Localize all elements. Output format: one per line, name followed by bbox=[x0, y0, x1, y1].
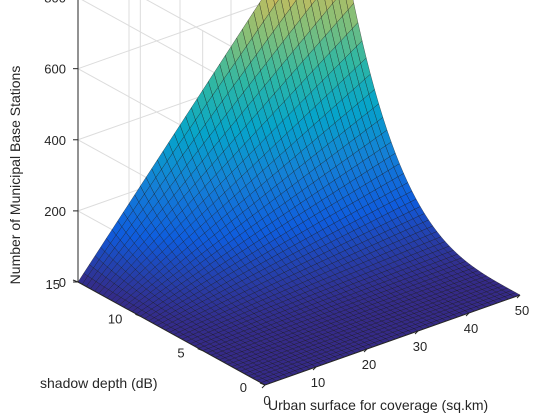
z-tick-label: 800 bbox=[44, 0, 66, 6]
x-tick bbox=[363, 348, 368, 353]
x-tick bbox=[465, 312, 470, 317]
y-axis-line bbox=[77, 281, 266, 386]
y-tick-label: 10 bbox=[108, 311, 122, 326]
z-axis-label: Number of Municipal Base Stations bbox=[7, 66, 23, 285]
x-tick bbox=[312, 366, 317, 371]
surface-plot bbox=[77, 0, 521, 386]
y-tick-label: 15 bbox=[46, 277, 60, 292]
y-tick bbox=[135, 313, 141, 317]
x-tick-label: 50 bbox=[515, 303, 529, 318]
y-tick-label: 5 bbox=[177, 346, 184, 361]
tick-labels: 010203040500510150200400600800 bbox=[44, 0, 529, 408]
y-tick bbox=[259, 382, 266, 386]
axes bbox=[72, 0, 521, 389]
grid-line-z bbox=[77, 0, 275, 70]
x-tick bbox=[261, 384, 266, 389]
x-tick-label: 20 bbox=[362, 357, 376, 372]
z-tick-label: 600 bbox=[44, 62, 66, 77]
x-tick-label: 0 bbox=[263, 393, 270, 408]
x-tick bbox=[516, 294, 521, 299]
z-tick-label: 400 bbox=[44, 133, 66, 148]
y-tick bbox=[197, 348, 203, 352]
y-tick-label: 0 bbox=[240, 380, 247, 395]
x-tick-label: 30 bbox=[413, 339, 427, 354]
axis-labels: Number of Municipal Base Stations shadow… bbox=[7, 66, 488, 413]
z-tick-label: 0 bbox=[59, 275, 66, 290]
surface-cell bbox=[273, 0, 279, 6]
x-tick-label: 40 bbox=[464, 321, 478, 336]
x-tick bbox=[414, 330, 419, 335]
x-axis-label: Urban surface for coverage (sq.km) bbox=[268, 397, 488, 413]
z-tick-label: 200 bbox=[44, 204, 66, 219]
x-tick-label: 10 bbox=[311, 375, 325, 390]
y-axis-label: shadow depth (dB) bbox=[40, 375, 158, 391]
x-axis-line bbox=[264, 294, 521, 386]
